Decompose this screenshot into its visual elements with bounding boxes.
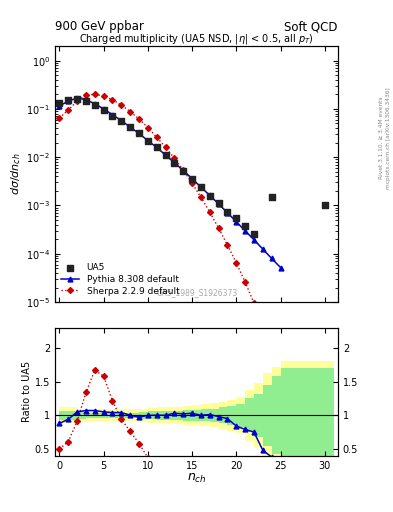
Pythia 8.308 default [234,219,239,225]
UA5 [101,106,107,114]
Pythia 8.308 default [119,118,124,124]
Sherpa 2.2.9 default [278,374,283,380]
X-axis label: $n_{ch}$: $n_{ch}$ [187,472,206,485]
Pythia 8.308 default [75,95,79,101]
UA5 [171,159,178,167]
Text: mcplots.cern.ch [arXiv:1306.3436]: mcplots.cern.ch [arXiv:1306.3436] [386,88,391,189]
Pythia 8.308 default [172,160,177,166]
Sherpa 2.2.9 default [66,107,71,113]
Legend: UA5, Pythia 8.308 default, Sherpa 2.2.9 default: UA5, Pythia 8.308 default, Sherpa 2.2.9 … [59,262,181,297]
Pythia 8.308 default [216,201,221,207]
Pythia 8.308 default [92,101,97,107]
Sherpa 2.2.9 default [119,102,124,108]
Pythia 8.308 default [137,131,141,137]
Pythia 8.308 default [128,124,132,130]
Sherpa 2.2.9 default [128,109,132,115]
Sherpa 2.2.9 default [84,92,88,98]
Pythia 8.308 default [57,103,62,109]
UA5 [136,129,142,137]
Pythia 8.308 default [190,176,195,182]
Line: Pythia 8.308 default: Pythia 8.308 default [57,96,283,270]
Sherpa 2.2.9 default [198,194,203,200]
UA5 [109,112,116,120]
UA5 [65,96,72,104]
Sherpa 2.2.9 default [190,180,195,186]
Pythia 8.308 default [225,209,230,216]
UA5 [92,101,98,109]
Y-axis label: $d\sigma/dn_{ch}$: $d\sigma/dn_{ch}$ [9,153,23,196]
Sherpa 2.2.9 default [269,347,274,353]
Pythia 8.308 default [145,138,150,144]
Sherpa 2.2.9 default [92,91,97,97]
UA5 [251,230,257,238]
UA5 [162,151,169,159]
UA5 [224,207,231,216]
Pythia 8.308 default [163,152,168,158]
Pythia 8.308 default [208,193,212,199]
UA5 [207,191,213,200]
Text: Soft QCD: Soft QCD [285,20,338,33]
Pythia 8.308 default [198,184,203,190]
Title: Charged multiplicity (UA5 NSD, $|\eta|$ < 0.5, all $p_T$): Charged multiplicity (UA5 NSD, $|\eta|$ … [79,32,314,46]
Pythia 8.308 default [181,167,185,174]
Text: Rivet 3.1.10, ≥ 3.4M events: Rivet 3.1.10, ≥ 3.4M events [379,97,384,180]
Sherpa 2.2.9 default [110,97,115,103]
Pythia 8.308 default [243,228,248,234]
Pythia 8.308 default [278,264,283,270]
Sherpa 2.2.9 default [75,98,79,104]
UA5 [154,143,160,152]
Pythia 8.308 default [110,112,115,118]
Pythia 8.308 default [261,246,265,252]
Sherpa 2.2.9 default [225,242,230,248]
Sherpa 2.2.9 default [261,323,265,329]
Sherpa 2.2.9 default [243,279,248,285]
Line: Sherpa 2.2.9 default: Sherpa 2.2.9 default [57,92,283,379]
UA5 [242,222,248,230]
UA5 [233,214,239,222]
Text: 900 GeV ppbar: 900 GeV ppbar [55,20,144,33]
Sherpa 2.2.9 default [154,134,159,140]
Sherpa 2.2.9 default [208,209,212,215]
Sherpa 2.2.9 default [216,225,221,231]
UA5 [145,137,151,145]
UA5 [127,123,133,131]
UA5 [321,201,328,209]
UA5 [56,99,62,108]
UA5 [118,117,125,125]
UA5 [215,199,222,207]
Sherpa 2.2.9 default [163,144,168,151]
Sherpa 2.2.9 default [181,167,185,173]
Pythia 8.308 default [84,97,88,103]
UA5 [189,175,195,183]
Y-axis label: Ratio to UA5: Ratio to UA5 [22,361,32,422]
Sherpa 2.2.9 default [101,93,106,99]
Pythia 8.308 default [154,144,159,151]
UA5 [74,95,80,103]
UA5 [198,183,204,191]
Sherpa 2.2.9 default [145,124,150,131]
Sherpa 2.2.9 default [252,300,256,306]
UA5 [83,97,89,105]
Pythia 8.308 default [66,98,71,104]
Sherpa 2.2.9 default [234,260,239,266]
Text: UA5_1989_S1926373: UA5_1989_S1926373 [156,288,237,297]
Sherpa 2.2.9 default [137,116,141,122]
Pythia 8.308 default [269,255,274,262]
Pythia 8.308 default [101,106,106,112]
Sherpa 2.2.9 default [57,115,62,121]
Pythia 8.308 default [252,237,256,243]
UA5 [180,167,186,175]
UA5 [268,193,275,201]
Sherpa 2.2.9 default [172,155,177,161]
